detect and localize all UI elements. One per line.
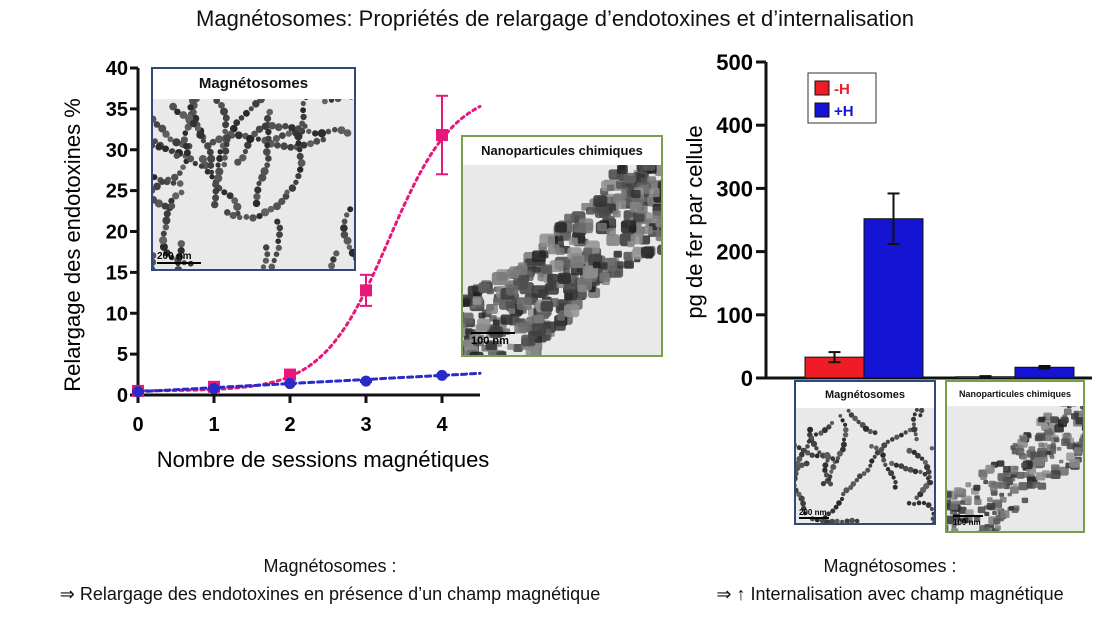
caption-right-text: ⇒ ↑ Internalisation avec champ magnétiqu…: [716, 584, 1064, 604]
micrograph-image: [796, 408, 934, 523]
bar-chart: 0 100 200 300 400 500 pg de fer par cellule -…: [682, 50, 1092, 391]
micrograph-texture: [463, 165, 661, 355]
x-tick-label: 4: [436, 414, 448, 436]
series-2-fit-line: [136, 371, 482, 394]
x-tick-label: 0: [132, 414, 143, 436]
line-chart: 0 5 10 15 20 25 30 35 40 0 1 2 3 4 Relargage des end…: [60, 58, 489, 472]
scale-bar: 200 nm: [799, 508, 829, 520]
micrograph-texture: [153, 99, 354, 269]
line-chart-y-label: Relargage des endotoxines %: [60, 98, 85, 392]
data-point: [360, 375, 372, 387]
caption-left-title: Magnétosomes :: [263, 556, 397, 576]
y-tick-label: 5: [117, 344, 128, 366]
y-tick-label: 500: [716, 50, 753, 75]
data-point: [132, 386, 144, 398]
bar-chart-legend: -H +H: [807, 72, 877, 124]
caption-right: Magnétosomes : ⇒ ↑ Internalisation avec …: [670, 552, 1110, 608]
y-tick-label: 400: [716, 113, 753, 138]
line-chart-marks: [132, 94, 482, 398]
micrograph-texture: [796, 408, 934, 523]
x-tick-label: 2: [284, 414, 295, 436]
data-point: [208, 382, 220, 394]
scale-bar-label: 100 nm: [471, 335, 509, 347]
scale-bar: 200 nm: [157, 251, 201, 265]
caption-left-text: ⇒ Relargage des endotoxines en présence …: [59, 584, 601, 604]
y-tick-label: 20: [106, 222, 128, 244]
caption-left: Magnétosomes : ⇒ Relargage des endotoxin…: [0, 552, 660, 608]
y-tick-label: 35: [106, 99, 128, 121]
y-tick-label: 0: [741, 366, 753, 391]
inset-magnetosomes-small: Magnétosomes 200 nm: [794, 380, 936, 525]
caption-right-title: Magnétosomes :: [823, 556, 957, 576]
inset-label: Magnétosomes: [796, 382, 934, 408]
legend-swatch: [814, 80, 830, 96]
figure-title: Magnétosomes: Propriétés de relargage d’…: [196, 6, 914, 31]
y-tick-label: 200: [716, 240, 753, 265]
legend-label: +H: [834, 103, 854, 120]
line-chart-y-ticks: 0 5 10 15 20 25 30 35 40: [106, 58, 138, 407]
bar-chart-bars: [804, 192, 1075, 379]
legend-swatch: [814, 102, 830, 118]
micrograph-image: [463, 165, 661, 355]
data-point: [436, 369, 448, 381]
scale-bar-label: 100 nm: [953, 518, 981, 527]
y-tick-label: 10: [106, 303, 128, 325]
micrograph-image: [153, 99, 354, 269]
line-chart-x-ticks: 0 1 2 3 4: [132, 395, 448, 436]
scale-bar: 100 nm: [471, 332, 515, 347]
data-point: [436, 129, 448, 142]
data-point: [284, 368, 296, 381]
y-tick-label: 30: [106, 140, 128, 162]
y-tick-label: 25: [106, 181, 128, 203]
inset-magnetosomes-large: Magnétosomes 200 nm: [151, 67, 356, 271]
x-tick-label: 1: [208, 414, 219, 436]
micrograph-image: [947, 406, 1083, 531]
scale-bar-label: 200 nm: [157, 251, 192, 262]
data-point: [284, 378, 296, 390]
inset-chemical-large: Nanoparticules chimiques 100 nm: [461, 135, 663, 357]
inset-label: Nanoparticules chimiques: [463, 137, 661, 165]
inset-chemical-small: Nanoparticules chimiques 100 nm: [945, 380, 1085, 533]
bar-chart-y-ticks: 0 100 200 300 400 500: [716, 50, 766, 391]
y-tick-label: 300: [716, 176, 753, 201]
micrograph-texture: [947, 406, 1083, 531]
x-tick-label: 3: [360, 414, 371, 436]
legend-label: -H: [834, 81, 850, 98]
y-tick-label: 0: [117, 385, 128, 407]
inset-label: Nanoparticules chimiques: [947, 382, 1083, 406]
data-point: [360, 284, 372, 297]
y-tick-label: 40: [106, 58, 128, 80]
line-chart-x-label: Nombre de sessions magnétiques: [157, 447, 490, 472]
scale-bar: 100 nm: [953, 515, 983, 527]
inset-label: Magnétosomes: [153, 69, 354, 99]
bar-chart-axes: [756, 62, 1092, 380]
y-tick-label: 15: [106, 262, 128, 284]
y-tick-label: 100: [716, 303, 753, 328]
bar-chart-y-label: pg de fer par cellule: [682, 125, 707, 318]
scale-bar-label: 200 nm: [799, 508, 827, 517]
